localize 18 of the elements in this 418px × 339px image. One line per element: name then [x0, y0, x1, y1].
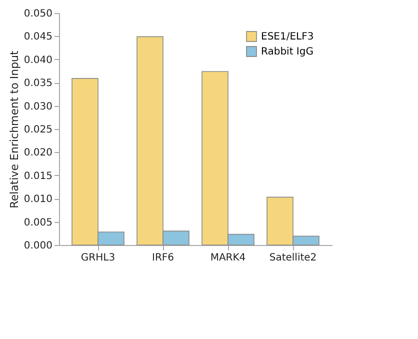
y-tick-label: 0.000 [24, 240, 52, 252]
y-tick-label: 0.030 [24, 101, 52, 112]
x-tick-label: Satellite2 [269, 252, 317, 264]
x-tick-label: IRF6 [152, 252, 174, 264]
y-axis-title: Relative Enrichment to Input [8, 50, 21, 208]
y-tick-label: 0.010 [24, 194, 52, 206]
y-tick-label: 0.050 [24, 8, 52, 20]
legend-label: Rabbit IgG [261, 46, 314, 58]
x-tick-label: GRHL3 [80, 252, 116, 264]
x-tick-label: MARK4 [210, 252, 246, 264]
y-tick-label: 0.040 [24, 54, 52, 66]
legend-label: ESE1/ELF3 [261, 32, 314, 42]
y-tick-label: 0.025 [24, 124, 52, 136]
y-tick-label: 0.035 [24, 78, 52, 90]
y-tick-label: 0.045 [24, 32, 52, 43]
y-tick-label: 0.005 [24, 217, 52, 228]
y-tick-label: 0.020 [24, 148, 52, 159]
y-tick-label: 0.015 [24, 170, 52, 182]
